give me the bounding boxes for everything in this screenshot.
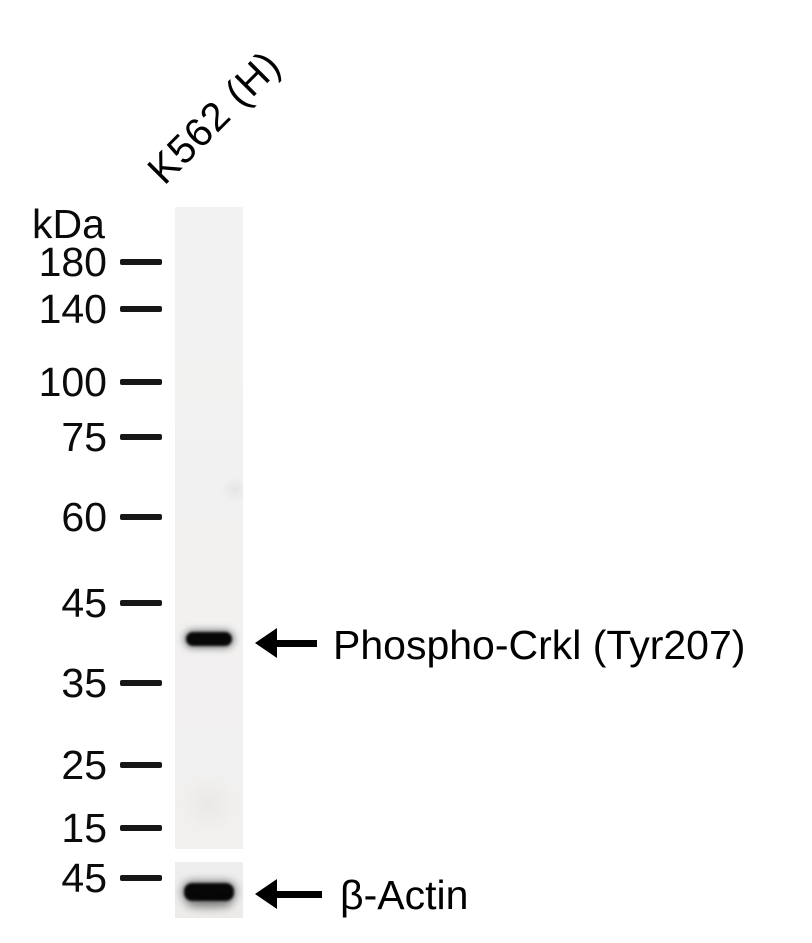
marker-row-15: 15 xyxy=(0,806,162,850)
marker-tick-icon xyxy=(120,875,162,881)
arrow-shaft xyxy=(277,639,317,647)
marker-row-100: 100 xyxy=(0,360,162,404)
marker-weight: 100 xyxy=(38,359,107,405)
arrow-head-icon xyxy=(255,879,277,909)
left-arrow-icon xyxy=(255,628,317,658)
protein-band-phospho-crkl xyxy=(186,632,232,646)
marker-tick-icon xyxy=(120,600,162,606)
marker-row-140: 140 xyxy=(0,287,162,331)
marker-row-180: 180 xyxy=(0,240,162,284)
marker-weight: 35 xyxy=(61,660,107,706)
arrow-shaft xyxy=(277,890,322,898)
membrane-strip-loading-control xyxy=(175,862,243,918)
marker-tick-icon xyxy=(120,680,162,686)
marker-tick-icon xyxy=(120,434,162,440)
marker-row-45-control: 45 xyxy=(0,856,162,900)
arrow-head-icon xyxy=(255,628,277,658)
marker-tick-icon xyxy=(120,762,162,768)
protein-band-beta-actin xyxy=(184,883,234,901)
marker-row-25: 25 xyxy=(0,743,162,787)
marker-tick-icon xyxy=(120,514,162,520)
marker-weight: 45 xyxy=(61,580,107,626)
membrane-strip-main xyxy=(175,207,243,849)
marker-weight: 60 xyxy=(61,494,107,540)
marker-row-35: 35 xyxy=(0,661,162,705)
lane-label: K562 (H) xyxy=(139,42,290,193)
band-label-beta-actin: β-Actin xyxy=(340,872,469,918)
unit-label: kDa xyxy=(32,201,105,247)
band-smear xyxy=(186,900,233,909)
marker-row-60: 60 xyxy=(0,495,162,539)
marker-row-75: 75 xyxy=(0,415,162,459)
marker-tick-icon xyxy=(120,259,162,265)
marker-weight: 75 xyxy=(61,414,107,460)
marker-row-45: 45 xyxy=(0,581,162,625)
left-arrow-icon xyxy=(255,879,322,909)
marker-weight: 45 xyxy=(61,855,107,901)
marker-weight: 140 xyxy=(38,286,107,332)
marker-tick-icon xyxy=(120,379,162,385)
band-label-phospho-crkl: Phospho-Crkl (Tyr207) xyxy=(333,622,746,668)
marker-tick-icon xyxy=(120,825,162,831)
marker-weight: 180 xyxy=(38,239,107,285)
marker-weight: 15 xyxy=(61,805,107,851)
marker-tick-icon xyxy=(120,306,162,312)
marker-weight: 25 xyxy=(61,742,107,788)
